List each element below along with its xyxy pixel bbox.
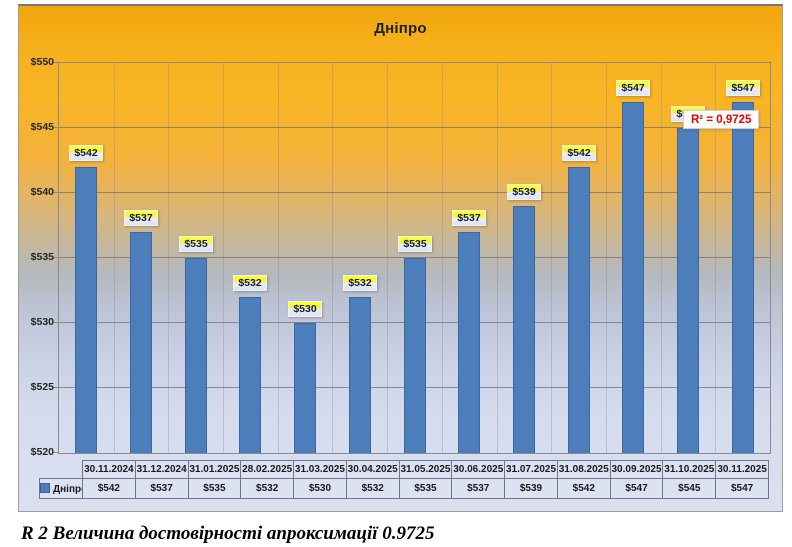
grid-line-h (59, 192, 770, 193)
bar-data-label: $537 (124, 210, 158, 226)
y-axis-label: $535 (30, 251, 54, 263)
table-header-row: 30.11.2024 31.12.2024 31.01.2025 28.02.2025… (40, 460, 769, 479)
bar (185, 258, 207, 453)
y-axis-tick (53, 62, 58, 63)
bar (404, 258, 426, 453)
bar (568, 167, 590, 453)
table-header-cell: 30.11.2025 (715, 460, 769, 479)
grid-line-v (387, 63, 388, 453)
table-header-cell: 31.01.2025 (187, 460, 242, 479)
bar-data-label: $537 (452, 210, 486, 226)
bar (239, 297, 261, 453)
grid-line-v (332, 63, 333, 453)
bar-data-label: $542 (562, 145, 596, 161)
grid-line-v (715, 63, 716, 453)
table-value-cell: $547 (715, 478, 769, 499)
table-value-row: Дніпро $542$537$535$532$530$532$535$537$… (39, 478, 769, 499)
chart-frame: Дніпро R² = 0,9725 $542 $537 $535 $532 $530 $… (18, 4, 783, 512)
y-axis-label: $540 (30, 186, 54, 198)
y-axis-tick (53, 452, 58, 453)
data-table: 30.11.2024 31.12.2024 31.01.2025 28.02.2025… (39, 460, 769, 499)
table-header-cell: 30.06.2025 (451, 460, 506, 479)
grid-line-v (442, 63, 443, 453)
y-axis-tick (53, 322, 58, 323)
table-header-cell: 31.12.2024 (134, 460, 189, 479)
y-axis-label: $545 (30, 121, 54, 133)
r-squared-label: R² = 0,9725 (683, 110, 760, 129)
table-header-cell: 30.11.2024 (82, 460, 136, 479)
bar (513, 206, 535, 453)
table-header-cell: 31.07.2025 (504, 460, 558, 479)
y-axis-label: $530 (30, 316, 54, 328)
table-value-cell: $539 (504, 478, 558, 499)
figure-caption: R 2 Величина достовірності апроксимації … (21, 523, 435, 544)
grid-line-v (497, 63, 498, 453)
table-value-cell: $542 (556, 478, 611, 499)
legend-label: Дніпро (53, 483, 82, 495)
table-value-cell: $545 (662, 478, 717, 499)
grid-line-v (606, 63, 607, 453)
table-header-cell: 30.09.2025 (609, 460, 664, 479)
grid-line-v (661, 63, 662, 453)
y-axis-tick (53, 192, 58, 193)
plot-area: R² = 0,9725 $542 $537 $535 $532 $530 $532 $535… (58, 62, 771, 454)
table-header-cell: 31.08.2025 (556, 460, 611, 479)
y-axis-label: $520 (30, 446, 54, 458)
bar-data-label: $542 (69, 145, 103, 161)
bar (130, 232, 152, 453)
trendline (59, 63, 770, 453)
bar-data-label: $539 (507, 184, 541, 200)
bar-data-label: $532 (233, 275, 267, 291)
chart-title: Дніпро (374, 20, 427, 37)
bar (458, 232, 480, 453)
table-value-cell: $537 (134, 478, 189, 499)
table-header-cell: 31.10.2025 (662, 460, 717, 479)
bar (732, 102, 754, 453)
legend-swatch-icon (40, 482, 50, 493)
table-value-cell: $535 (187, 478, 242, 499)
bar-data-label: $535 (398, 236, 432, 252)
grid-line-h (59, 257, 770, 258)
bar-data-label: $547 (616, 80, 650, 96)
bar-data-label: $535 (179, 236, 213, 252)
legend-cell: Дніпро (39, 478, 83, 499)
bar (294, 323, 316, 453)
table-header-cell: 30.04.2025 (345, 460, 400, 479)
bar (349, 297, 371, 453)
bar-data-label: $532 (343, 275, 377, 291)
table-header-cell: 31.05.2025 (398, 460, 453, 479)
table-value-cell: $537 (451, 478, 506, 499)
y-axis-tick (53, 127, 58, 128)
y-axis-tick (53, 257, 58, 258)
bar (75, 167, 97, 453)
table-value-cell: $532 (240, 478, 295, 499)
bar-data-label: $530 (288, 301, 322, 317)
bar-data-label: $547 (726, 80, 760, 96)
table-header-cell: 31.03.2025 (293, 460, 347, 479)
table-value-cell: $547 (609, 478, 664, 499)
grid-line-v (114, 63, 115, 453)
table-value-cell: $530 (293, 478, 347, 499)
grid-line-v (551, 63, 552, 453)
y-axis-tick (53, 387, 58, 388)
table-header-cell: 28.02.2025 (240, 460, 295, 479)
y-axis-label: $525 (30, 381, 54, 393)
table-corner-blank (40, 461, 83, 479)
grid-line-h (59, 127, 770, 128)
table-value-cell: $535 (398, 478, 453, 499)
grid-line-v (223, 63, 224, 453)
grid-line-v (168, 63, 169, 453)
grid-line-v (278, 63, 279, 453)
bar (622, 102, 644, 453)
table-value-cell: $542 (82, 478, 136, 499)
table-value-cell: $532 (345, 478, 400, 499)
y-axis-label: $550 (30, 56, 54, 68)
